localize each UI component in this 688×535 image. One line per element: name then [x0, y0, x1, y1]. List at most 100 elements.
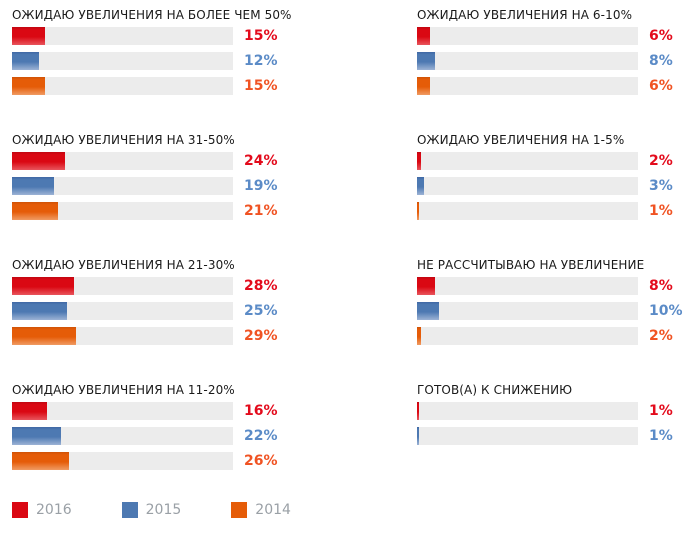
bar-value-label-2016: 24% — [244, 153, 278, 169]
bar-row: 3% — [417, 177, 688, 195]
bar-value-label-2015: 10% — [649, 303, 683, 319]
bar-fill-2015 — [12, 177, 54, 195]
bar-value-label-2016: 6% — [649, 28, 673, 44]
bar-track — [417, 177, 638, 195]
bar-track — [417, 427, 638, 445]
bar-fill-2016 — [417, 152, 422, 170]
bar-track — [12, 152, 233, 170]
bar-fill-2016 — [417, 402, 420, 420]
bar-track — [417, 77, 638, 95]
bar-row: 15% — [12, 77, 312, 95]
bar-fill-2016 — [12, 277, 74, 295]
bar-value-label-2016: 2% — [649, 153, 673, 169]
group-title: ОЖИДАЮ УВЕЛИЧЕНИЯ НА 6-10% — [417, 8, 633, 22]
bar-fill-2014 — [12, 327, 77, 345]
bar-fill-2014 — [12, 452, 70, 470]
bar-value-label-2015: 8% — [649, 53, 673, 69]
chart-group-left-2: ОЖИДАЮ УВЕЛИЧЕНИЯ НА 31-50% 24% 19% 21% — [12, 133, 312, 258]
bar-row: 25% — [12, 302, 312, 320]
bar-value-label-2014: 2% — [649, 328, 673, 344]
bar-fill-2015 — [417, 427, 420, 445]
chart-group-left-4: ОЖИДАЮ УВЕЛИЧЕНИЯ НА 11-20% 16% 22% 26% — [12, 383, 312, 508]
chart-column-right: ОЖИДАЮ УВЕЛИЧЕНИЯ НА 6-10% 6% 8% 6% ОЖИД… — [417, 8, 688, 508]
bar-row: 16% — [12, 402, 312, 420]
bar-track — [417, 52, 638, 70]
bar-value-label-2014: 26% — [244, 453, 278, 469]
bar-track — [417, 202, 638, 220]
bar-track — [12, 427, 233, 445]
bar-track — [12, 327, 233, 345]
bar-value-label-2016: 15% — [244, 28, 278, 44]
bar-track — [417, 152, 638, 170]
bar-track — [12, 77, 233, 95]
chart-group-right-4: ГОТОВ(А) К СНИЖЕНИЮ 1% 1% — [417, 383, 688, 508]
group-title: ОЖИДАЮ УВЕЛИЧЕНИЯ НА БОЛЕЕ ЧЕМ 50% — [12, 8, 292, 22]
bar-row: 19% — [12, 177, 312, 195]
bar-value-label-2015: 1% — [649, 428, 673, 444]
group-bars: 28% 25% 29% — [12, 277, 312, 345]
legend-item-2015: 2015 — [121, 502, 182, 518]
legend-swatch-2016 — [12, 502, 28, 518]
bar-value-label-2015: 25% — [244, 303, 278, 319]
bar-row: 10% — [417, 302, 688, 320]
bar-row: 22% — [12, 427, 312, 445]
bar-row: 26% — [12, 452, 312, 470]
bar-row: 2% — [417, 327, 688, 345]
bar-track — [12, 452, 233, 470]
group-bars: 1% 1% — [417, 402, 688, 445]
legend-label: 2014 — [255, 502, 291, 518]
group-title: ОЖИДАЮ УВЕЛИЧЕНИЯ НА 11-20% — [12, 383, 235, 397]
bar-fill-2016 — [12, 27, 46, 45]
bar-value-label-2014: 29% — [244, 328, 278, 344]
group-title: ГОТОВ(А) К СНИЖЕНИЮ — [417, 383, 573, 397]
bar-track — [12, 302, 233, 320]
group-bars: 8% 10% 2% — [417, 277, 688, 345]
bar-track — [417, 402, 638, 420]
chart-legend: 2016 2015 2014 — [12, 502, 291, 518]
chart-group-right-2: ОЖИДАЮ УВЕЛИЧЕНИЯ НА 1-5% 2% 3% 1% — [417, 133, 688, 258]
bar-fill-2015 — [12, 52, 39, 70]
bar-value-label-2014: 21% — [244, 203, 278, 219]
group-bars: 6% 8% 6% — [417, 27, 688, 95]
bar-row: 21% — [12, 202, 312, 220]
bar-value-label-2015: 22% — [244, 428, 278, 444]
bar-fill-2015 — [12, 302, 68, 320]
bar-value-label-2014: 15% — [244, 78, 278, 94]
bar-value-label-2015: 3% — [649, 178, 673, 194]
group-bars: 15% 12% 15% — [12, 27, 312, 95]
bar-row: 15% — [12, 27, 312, 45]
bar-fill-2016 — [12, 402, 48, 420]
bar-fill-2014 — [417, 202, 420, 220]
bar-row: 8% — [417, 52, 688, 70]
bar-track — [12, 177, 233, 195]
bar-track — [12, 27, 233, 45]
bar-track — [417, 327, 638, 345]
bar-row: 1% — [417, 427, 688, 445]
group-bars: 16% 22% 26% — [12, 402, 312, 470]
group-bars: 24% 19% 21% — [12, 152, 312, 220]
legend-label: 2015 — [145, 502, 182, 518]
bar-row: 29% — [12, 327, 312, 345]
legend-swatch-2014 — [231, 502, 248, 518]
bar-fill-2015 — [417, 177, 424, 195]
bar-fill-2016 — [417, 277, 435, 295]
legend-item-2016: 2016 — [12, 502, 72, 518]
chart-group-right-3: НЕ РАССЧИТЫВАЮ НА УВЕЛИЧЕНИЕ 8% 10% 2% — [417, 258, 688, 383]
bar-value-label-2016: 1% — [649, 403, 673, 419]
bar-value-label-2014: 6% — [649, 78, 673, 94]
bar-fill-2015 — [417, 302, 440, 320]
bar-value-label-2015: 19% — [244, 178, 278, 194]
bar-track — [417, 277, 638, 295]
bar-value-label-2014: 1% — [649, 203, 673, 219]
legend-item-2014: 2014 — [231, 502, 291, 518]
bar-fill-2014 — [12, 202, 59, 220]
bar-fill-2016 — [12, 152, 66, 170]
bar-row: 6% — [417, 27, 688, 45]
bar-row: 12% — [12, 52, 312, 70]
chart-group-left-3: ОЖИДАЮ УВЕЛИЧЕНИЯ НА 21-30% 28% 25% 29% — [12, 258, 312, 383]
chart-group-left-1: ОЖИДАЮ УВЕЛИЧЕНИЯ НА БОЛЕЕ ЧЕМ 50% 15% 1… — [12, 8, 312, 133]
group-title: ОЖИДАЮ УВЕЛИЧЕНИЯ НА 31-50% — [12, 133, 235, 147]
bar-fill-2014 — [12, 77, 46, 95]
bar-fill-2014 — [417, 327, 422, 345]
